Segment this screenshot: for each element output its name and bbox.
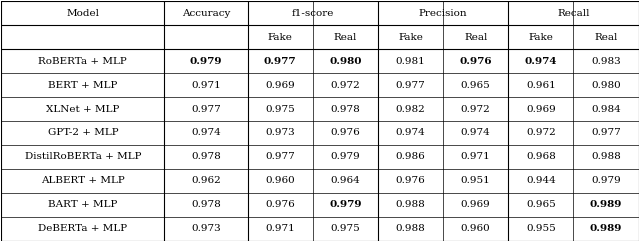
Text: 0.977: 0.977 [191, 105, 221, 113]
Text: BART + MLP: BART + MLP [48, 200, 118, 209]
Text: 0.976: 0.976 [460, 57, 492, 66]
Text: XLNet + MLP: XLNet + MLP [46, 105, 120, 113]
Text: 0.964: 0.964 [330, 176, 360, 185]
Text: 0.989: 0.989 [590, 200, 622, 209]
Text: 0.971: 0.971 [461, 152, 491, 161]
Text: 0.976: 0.976 [396, 176, 426, 185]
Text: 0.972: 0.972 [526, 129, 556, 137]
Text: 0.973: 0.973 [191, 224, 221, 233]
Text: Accuracy: Accuracy [182, 9, 230, 18]
Text: Precision: Precision [419, 9, 467, 18]
Text: DeBERTa + MLP: DeBERTa + MLP [38, 224, 127, 233]
Text: 0.971: 0.971 [266, 224, 295, 233]
Text: 0.978: 0.978 [330, 105, 360, 113]
Text: 0.978: 0.978 [191, 152, 221, 161]
Text: 0.960: 0.960 [266, 176, 295, 185]
Text: 0.965: 0.965 [526, 200, 556, 209]
Text: 0.979: 0.979 [329, 200, 362, 209]
Text: 0.974: 0.974 [525, 57, 557, 66]
Text: 0.961: 0.961 [526, 81, 556, 90]
Text: 0.983: 0.983 [591, 57, 621, 66]
Text: 0.984: 0.984 [591, 105, 621, 113]
Text: Real: Real [595, 33, 618, 42]
Text: 0.944: 0.944 [526, 176, 556, 185]
Text: 0.988: 0.988 [396, 200, 426, 209]
Text: 0.986: 0.986 [396, 152, 426, 161]
Text: 0.972: 0.972 [461, 105, 491, 113]
Text: 0.975: 0.975 [266, 105, 295, 113]
Text: 0.980: 0.980 [591, 81, 621, 90]
Text: 0.974: 0.974 [396, 129, 426, 137]
Text: 0.962: 0.962 [191, 176, 221, 185]
Text: Real: Real [464, 33, 488, 42]
Text: Model: Model [67, 9, 99, 18]
Text: 0.951: 0.951 [461, 176, 491, 185]
Text: BERT + MLP: BERT + MLP [48, 81, 118, 90]
Text: 0.979: 0.979 [591, 176, 621, 185]
Text: 0.982: 0.982 [396, 105, 426, 113]
Text: 0.969: 0.969 [461, 200, 491, 209]
Text: 0.979: 0.979 [189, 57, 222, 66]
Text: f1-score: f1-score [292, 9, 334, 18]
Text: 0.977: 0.977 [396, 81, 426, 90]
Text: 0.971: 0.971 [191, 81, 221, 90]
Text: 0.969: 0.969 [266, 81, 295, 90]
Text: ALBERT + MLP: ALBERT + MLP [41, 176, 125, 185]
Text: 0.977: 0.977 [266, 152, 295, 161]
Text: 0.973: 0.973 [266, 129, 295, 137]
Text: 0.977: 0.977 [264, 57, 296, 66]
Text: 0.988: 0.988 [396, 224, 426, 233]
Text: RoBERTa + MLP: RoBERTa + MLP [38, 57, 127, 66]
Text: 0.976: 0.976 [330, 129, 360, 137]
Text: 0.974: 0.974 [191, 129, 221, 137]
Text: 0.975: 0.975 [330, 224, 360, 233]
Text: Real: Real [333, 33, 357, 42]
Text: 0.979: 0.979 [330, 152, 360, 161]
Text: Recall: Recall [557, 9, 589, 18]
Text: Fake: Fake [268, 33, 292, 42]
Text: 0.976: 0.976 [266, 200, 295, 209]
Text: 0.980: 0.980 [329, 57, 362, 66]
Text: 0.974: 0.974 [461, 129, 491, 137]
Text: 0.972: 0.972 [330, 81, 360, 90]
Text: 0.977: 0.977 [591, 129, 621, 137]
Text: Fake: Fake [529, 33, 554, 42]
Text: GPT-2 + MLP: GPT-2 + MLP [47, 129, 118, 137]
Text: DistilRoBERTa + MLP: DistilRoBERTa + MLP [24, 152, 141, 161]
Text: 0.981: 0.981 [396, 57, 426, 66]
Text: 0.988: 0.988 [591, 152, 621, 161]
Text: 0.960: 0.960 [461, 224, 491, 233]
Text: 0.978: 0.978 [191, 200, 221, 209]
Text: 0.989: 0.989 [590, 224, 622, 233]
Text: 0.968: 0.968 [526, 152, 556, 161]
Text: Fake: Fake [398, 33, 423, 42]
Text: 0.965: 0.965 [461, 81, 491, 90]
Text: 0.955: 0.955 [526, 224, 556, 233]
Text: 0.969: 0.969 [526, 105, 556, 113]
